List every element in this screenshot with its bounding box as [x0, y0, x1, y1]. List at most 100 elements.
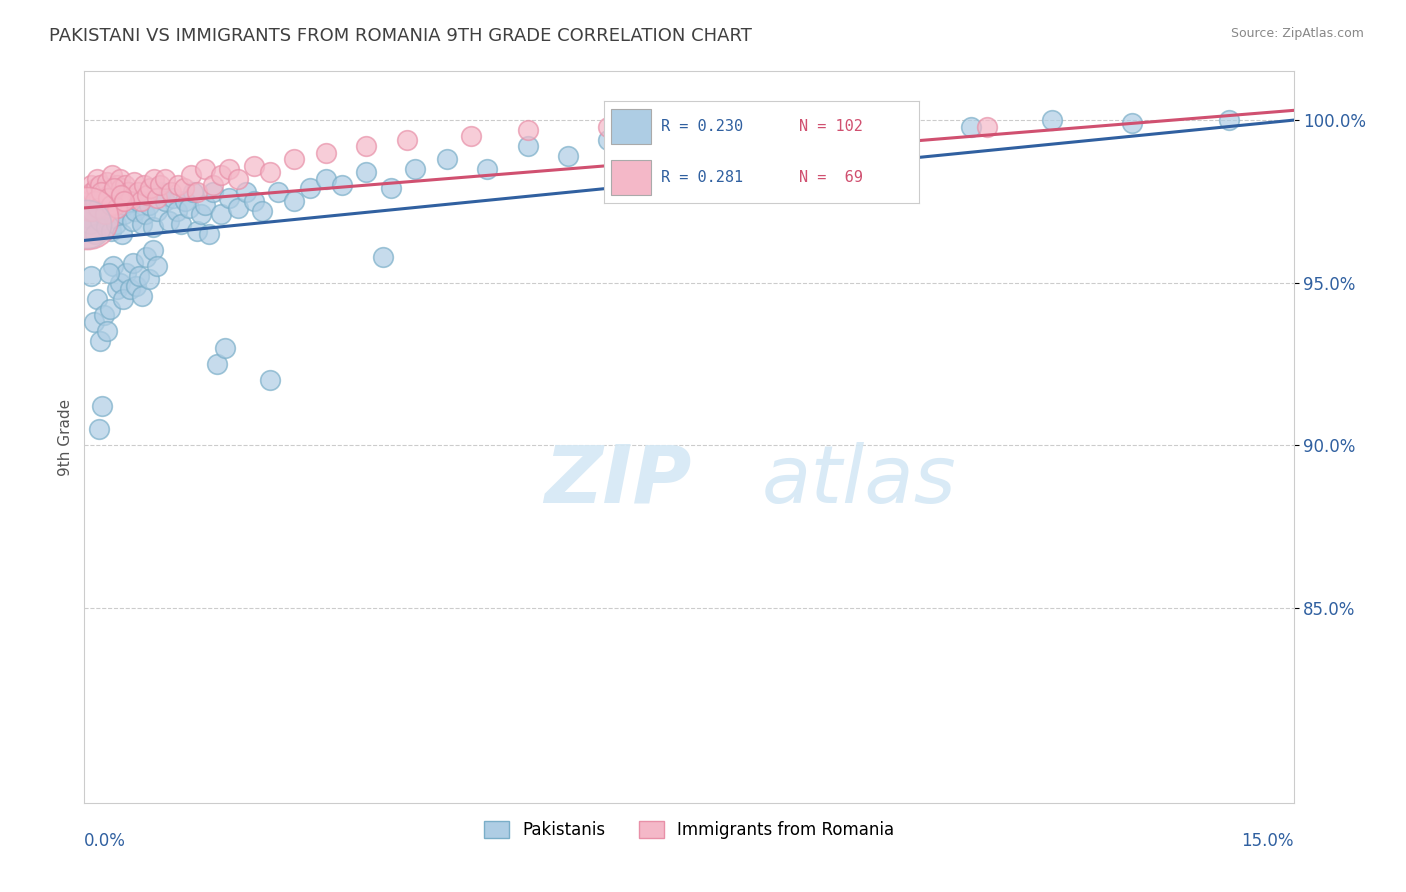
- Point: [87, 185, 110, 199]
- Point: [98, 301, 121, 316]
- Point: [110, 187, 132, 202]
- Point: [162, 191, 184, 205]
- Point: [125, 279, 148, 293]
- Point: [142, 171, 165, 186]
- Point: [226, 171, 249, 186]
- Point: [202, 178, 225, 193]
- Point: [80, 204, 103, 219]
- Point: [207, 357, 229, 371]
- Point: [103, 260, 125, 274]
- Point: [315, 145, 337, 160]
- Point: [94, 201, 117, 215]
- Point: [93, 197, 115, 211]
- Point: [259, 165, 281, 179]
- Point: [202, 185, 225, 199]
- Point: [198, 227, 221, 241]
- Point: [83, 197, 105, 211]
- Point: [83, 194, 105, 209]
- Point: [98, 204, 121, 219]
- Point: [105, 282, 128, 296]
- Point: [976, 120, 998, 134]
- Point: [209, 169, 232, 183]
- Point: [97, 187, 120, 202]
- Point: [83, 227, 105, 241]
- Point: [1121, 116, 1143, 130]
- Point: [111, 227, 134, 241]
- Point: [180, 169, 202, 183]
- Point: [87, 191, 110, 205]
- Text: atlas: atlas: [762, 442, 956, 520]
- Point: [654, 126, 676, 140]
- Point: [108, 171, 131, 186]
- Point: [879, 113, 901, 128]
- Point: [157, 214, 180, 228]
- Point: [218, 191, 240, 205]
- Point: [139, 181, 162, 195]
- Point: [77, 211, 100, 225]
- Point: [371, 250, 394, 264]
- Text: 15.0%: 15.0%: [1241, 832, 1294, 850]
- Point: [194, 161, 217, 176]
- Point: [97, 266, 120, 280]
- Point: [1218, 113, 1240, 128]
- Point: [105, 178, 128, 193]
- Point: [181, 185, 204, 199]
- Point: [86, 201, 108, 215]
- Point: [250, 204, 273, 219]
- Point: [93, 207, 115, 221]
- Point: [174, 194, 197, 209]
- Point: [104, 217, 127, 231]
- Point: [76, 194, 98, 209]
- Point: [82, 194, 104, 209]
- Point: [557, 149, 579, 163]
- Point: [718, 120, 741, 134]
- Point: [121, 214, 143, 228]
- Point: [84, 181, 107, 195]
- Point: [112, 194, 135, 209]
- Point: [80, 204, 103, 219]
- Point: [283, 152, 305, 166]
- Point: [82, 185, 104, 199]
- Point: [131, 288, 153, 302]
- Point: [131, 217, 153, 231]
- Point: [267, 185, 290, 199]
- Point: [356, 165, 378, 179]
- Point: [598, 120, 620, 134]
- Point: [799, 116, 821, 130]
- Point: [149, 185, 172, 199]
- Point: [242, 194, 264, 209]
- Y-axis label: 9th Grade: 9th Grade: [58, 399, 73, 475]
- Point: [108, 191, 131, 205]
- Point: [516, 139, 538, 153]
- Point: [77, 204, 100, 219]
- Point: [395, 133, 418, 147]
- Point: [89, 334, 111, 348]
- Point: [103, 181, 125, 195]
- Point: [516, 123, 538, 137]
- Point: [129, 194, 152, 209]
- Point: [194, 197, 217, 211]
- Point: [89, 214, 111, 228]
- Text: ZIP: ZIP: [544, 442, 692, 520]
- Point: [114, 197, 136, 211]
- Point: [960, 120, 983, 134]
- Point: [142, 220, 165, 235]
- Point: [138, 272, 160, 286]
- Point: [166, 204, 188, 219]
- Point: [124, 204, 146, 219]
- Point: [135, 250, 157, 264]
- Point: [283, 194, 305, 209]
- Legend: Pakistanis, Immigrants from Romania: Pakistanis, Immigrants from Romania: [477, 814, 901, 846]
- Point: [90, 185, 112, 199]
- Point: [209, 207, 232, 221]
- Point: [86, 171, 108, 186]
- Text: Source: ZipAtlas.com: Source: ZipAtlas.com: [1230, 27, 1364, 40]
- Point: [115, 266, 138, 280]
- Point: [702, 116, 724, 130]
- Point: [118, 185, 141, 199]
- Point: [179, 201, 201, 215]
- Point: [460, 129, 482, 144]
- Point: [96, 325, 118, 339]
- Point: [132, 178, 155, 193]
- Point: [103, 185, 125, 199]
